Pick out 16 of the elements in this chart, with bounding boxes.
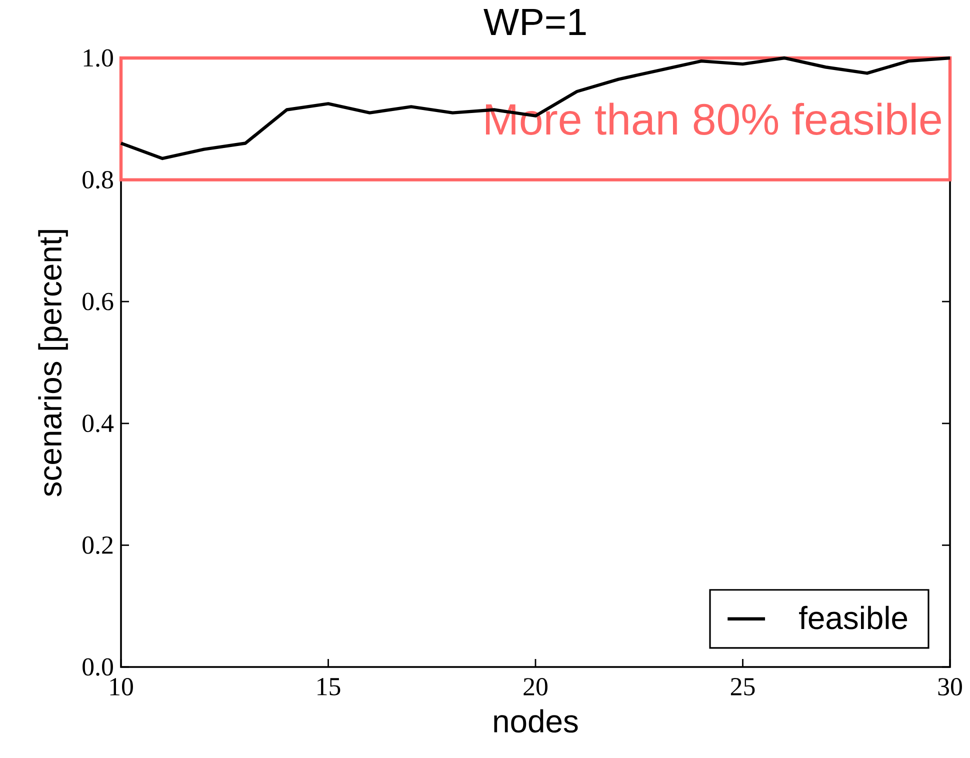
y-tick-label: 1.0 xyxy=(84,49,113,67)
x-tick-label: 15 xyxy=(318,678,340,696)
x-axis-title: nodes xyxy=(494,709,578,733)
chart-title: WP=1 xyxy=(484,8,586,35)
legend-label: feasible xyxy=(799,606,908,630)
x-tick-label: 20 xyxy=(524,678,548,696)
x-tick-label: 30 xyxy=(938,678,962,696)
y-tick-label: 0.4 xyxy=(82,414,114,432)
line-series xyxy=(119,56,952,160)
x-tick-label: 10 xyxy=(110,678,133,696)
y-tick-label: 0.0 xyxy=(82,658,113,676)
y-tick-label: 0.6 xyxy=(82,292,114,310)
y-tick-label: 0.8 xyxy=(82,171,113,189)
y-tick-label: 0.2 xyxy=(82,536,113,554)
x-tick-label: 25 xyxy=(730,678,755,696)
y-axis-title: scenarios [percent] xyxy=(38,230,68,496)
